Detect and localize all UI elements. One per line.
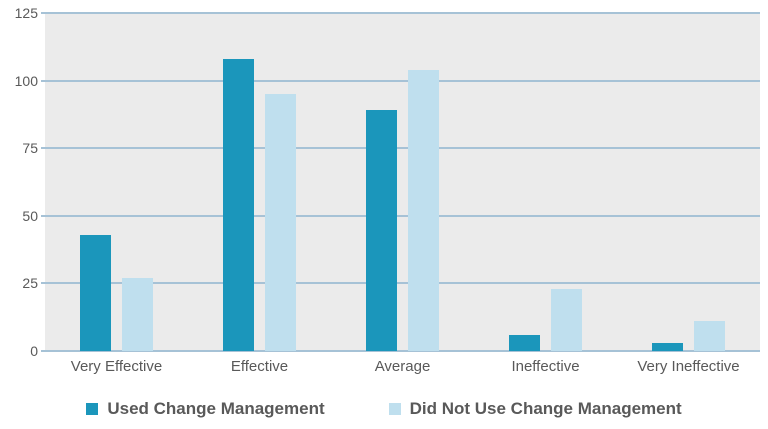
legend-item-1: Did Not Use Change Management bbox=[388, 399, 682, 419]
bar-series0-cat0 bbox=[80, 234, 111, 351]
legend-item-0: Used Change Management bbox=[86, 399, 325, 419]
legend-label-0: Used Change Management bbox=[107, 399, 325, 418]
gridline-0 bbox=[41, 350, 760, 352]
gridline-75 bbox=[41, 147, 760, 150]
x-category-label-0: Very Effective bbox=[70, 358, 163, 375]
bar-group-3 bbox=[474, 13, 617, 351]
legend: Used Change Management Did Not Use Change… bbox=[0, 399, 768, 419]
legend-label-1: Did Not Use Change Management bbox=[409, 399, 682, 418]
gridline-25 bbox=[41, 282, 760, 285]
bar-series1-cat3 bbox=[551, 288, 582, 351]
bar-series0-cat2 bbox=[366, 110, 397, 351]
bar-series0-cat1 bbox=[223, 58, 254, 351]
y-tick-label-0: 0 bbox=[30, 343, 38, 359]
bar-series1-cat4 bbox=[694, 321, 725, 351]
bar-series0-cat4 bbox=[652, 342, 683, 351]
x-category-label-1: Effective bbox=[230, 358, 289, 375]
bar-series1-cat2 bbox=[408, 69, 439, 351]
x-category-label-4: Very Ineffective bbox=[637, 358, 740, 375]
x-category-label-2: Average bbox=[374, 358, 431, 375]
legend-swatch-icon-1 bbox=[388, 403, 401, 415]
bar-series1-cat0 bbox=[122, 278, 153, 351]
gridline-100 bbox=[41, 79, 760, 82]
bar-group-2 bbox=[331, 13, 474, 351]
gridline-125 bbox=[41, 12, 760, 14]
legend-swatch-icon-0 bbox=[86, 403, 99, 415]
plot-area bbox=[41, 12, 760, 352]
bar-series0-cat3 bbox=[509, 334, 540, 351]
bar-series1-cat1 bbox=[265, 94, 296, 351]
y-tick-label-50: 50 bbox=[22, 207, 38, 224]
bar-group-1 bbox=[188, 13, 331, 351]
gridline-50 bbox=[41, 214, 760, 217]
y-tick-label-100: 100 bbox=[14, 72, 38, 89]
y-tick-label-25: 25 bbox=[22, 275, 38, 292]
x-category-label-3: Ineffective bbox=[511, 358, 580, 375]
x-axis: Very Effective Effective Average Ineffectiv… bbox=[45, 358, 760, 375]
y-tick-label-75: 75 bbox=[22, 140, 38, 157]
bar-group-4 bbox=[617, 13, 760, 351]
bar-group-0 bbox=[45, 13, 188, 351]
y-tick-label-125: 125 bbox=[14, 5, 38, 21]
